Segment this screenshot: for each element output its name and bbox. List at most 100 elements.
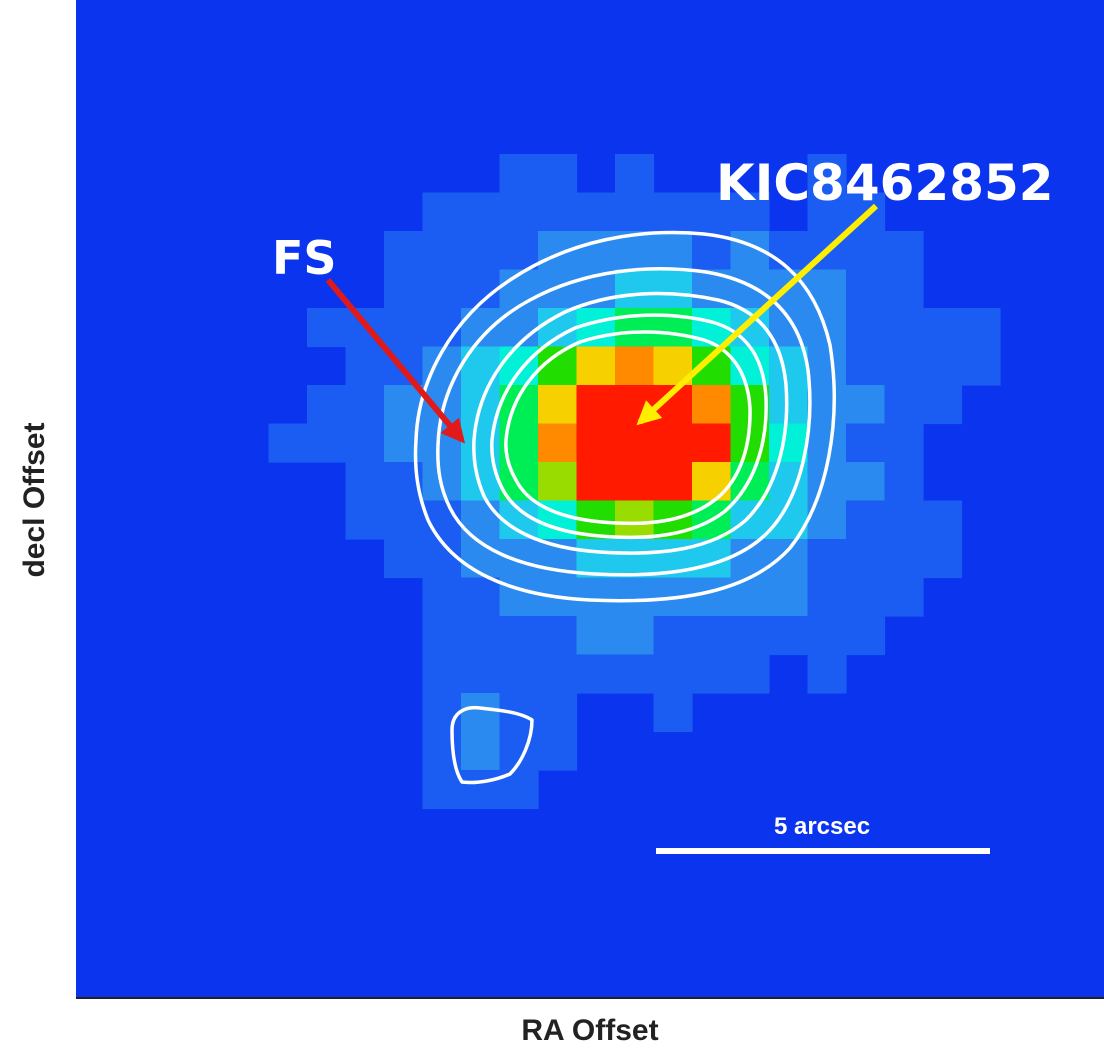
image-pixel [653,231,693,271]
image-pixel [499,154,539,194]
image-pixel [846,500,886,540]
image-pixel [730,654,770,694]
image-pixel [884,539,924,579]
scale-bar-label: 5 arcsec [774,813,870,840]
target-label: KIC8462852 [716,154,1054,212]
image-pixel [692,616,732,656]
image-pixel [461,693,501,733]
image-pixel [807,346,847,386]
image-pixel [769,539,809,579]
image-pixel [422,192,462,232]
image-pixel [615,269,655,309]
image-pixel [461,577,501,617]
image-pixel [615,539,655,579]
image-pixel [576,616,616,656]
image-pixel [769,231,809,271]
image-pixel [615,423,655,463]
image-pixel [846,423,886,463]
image-pixel [615,500,655,540]
image-pixel [846,269,886,309]
image-pixel [268,423,308,463]
image-pixel [615,577,655,617]
image-pixel [884,423,924,463]
contour-level-4 [490,313,768,540]
image-pixel [884,346,924,386]
image-pixel [884,577,924,617]
image-pixel [461,192,501,232]
image-pixel [615,154,655,194]
image-pixel [576,192,616,232]
image-pixel [307,385,347,425]
image-pixel [653,693,693,733]
image-pixel [422,654,462,694]
image-pixel [807,154,847,194]
image-pixel [807,308,847,348]
image-pixel [384,539,424,579]
image-pixel [307,423,347,463]
image-pixel [653,423,693,463]
image-pixel [538,192,578,232]
image-pixel [846,231,886,271]
image-pixel [384,308,424,348]
image-pixel [576,654,616,694]
image-pixel [846,462,886,502]
image-pixel [384,231,424,271]
scale-bar: 5 arcsec [656,813,990,854]
image-pixel [384,500,424,540]
image-pixel [538,616,578,656]
image-pixel [422,693,462,733]
image-pixel [807,577,847,617]
image-pixel [461,770,501,810]
image-pixel [422,577,462,617]
image-pixel [538,462,578,502]
image-pixel [576,385,616,425]
image-pixel [422,770,462,810]
image-pixel [499,192,539,232]
contour-level-5 [504,330,752,526]
annotations: FS KIC8462852 [272,154,1054,444]
image-pixel [923,539,963,579]
image-pixel [576,231,616,271]
image-pixel [384,269,424,309]
image-pixel [807,385,847,425]
image-pixel [576,346,616,386]
image-pixel [653,462,693,502]
image-pixel [846,577,886,617]
image-pixel [846,308,886,348]
image-pixel [499,346,539,386]
fs-label: FS [272,231,337,285]
image-pixel [538,154,578,194]
image-pixel [538,423,578,463]
image-pixel [576,577,616,617]
image-pixel [692,423,732,463]
image-pixel [538,731,578,771]
image-pixel [846,539,886,579]
image-pixel [807,539,847,579]
contour-level-3 [472,291,789,555]
image-pixel [345,500,385,540]
image-pixel [422,269,462,309]
image-pixel [615,654,655,694]
y-axis-label: decl Offset [18,422,51,577]
image-pixel [615,616,655,656]
image-pixel [692,654,732,694]
image-pixel [692,192,732,232]
image-pixel [345,462,385,502]
image-pixel [615,346,655,386]
image-pixel [653,192,693,232]
image-pixel [884,269,924,309]
image-pixel [730,500,770,540]
image-pixel [345,346,385,386]
image-pixel [461,616,501,656]
image-pixel [345,385,385,425]
image-pixel [884,308,924,348]
image-pixel [730,192,770,232]
image-pixel [422,539,462,579]
image-pixel [846,346,886,386]
image-pixel [653,616,693,656]
image-pixel [615,192,655,232]
image-pixel [307,308,347,348]
x-axis-label: RA Offset [521,1014,658,1047]
target-arrow [636,203,879,426]
